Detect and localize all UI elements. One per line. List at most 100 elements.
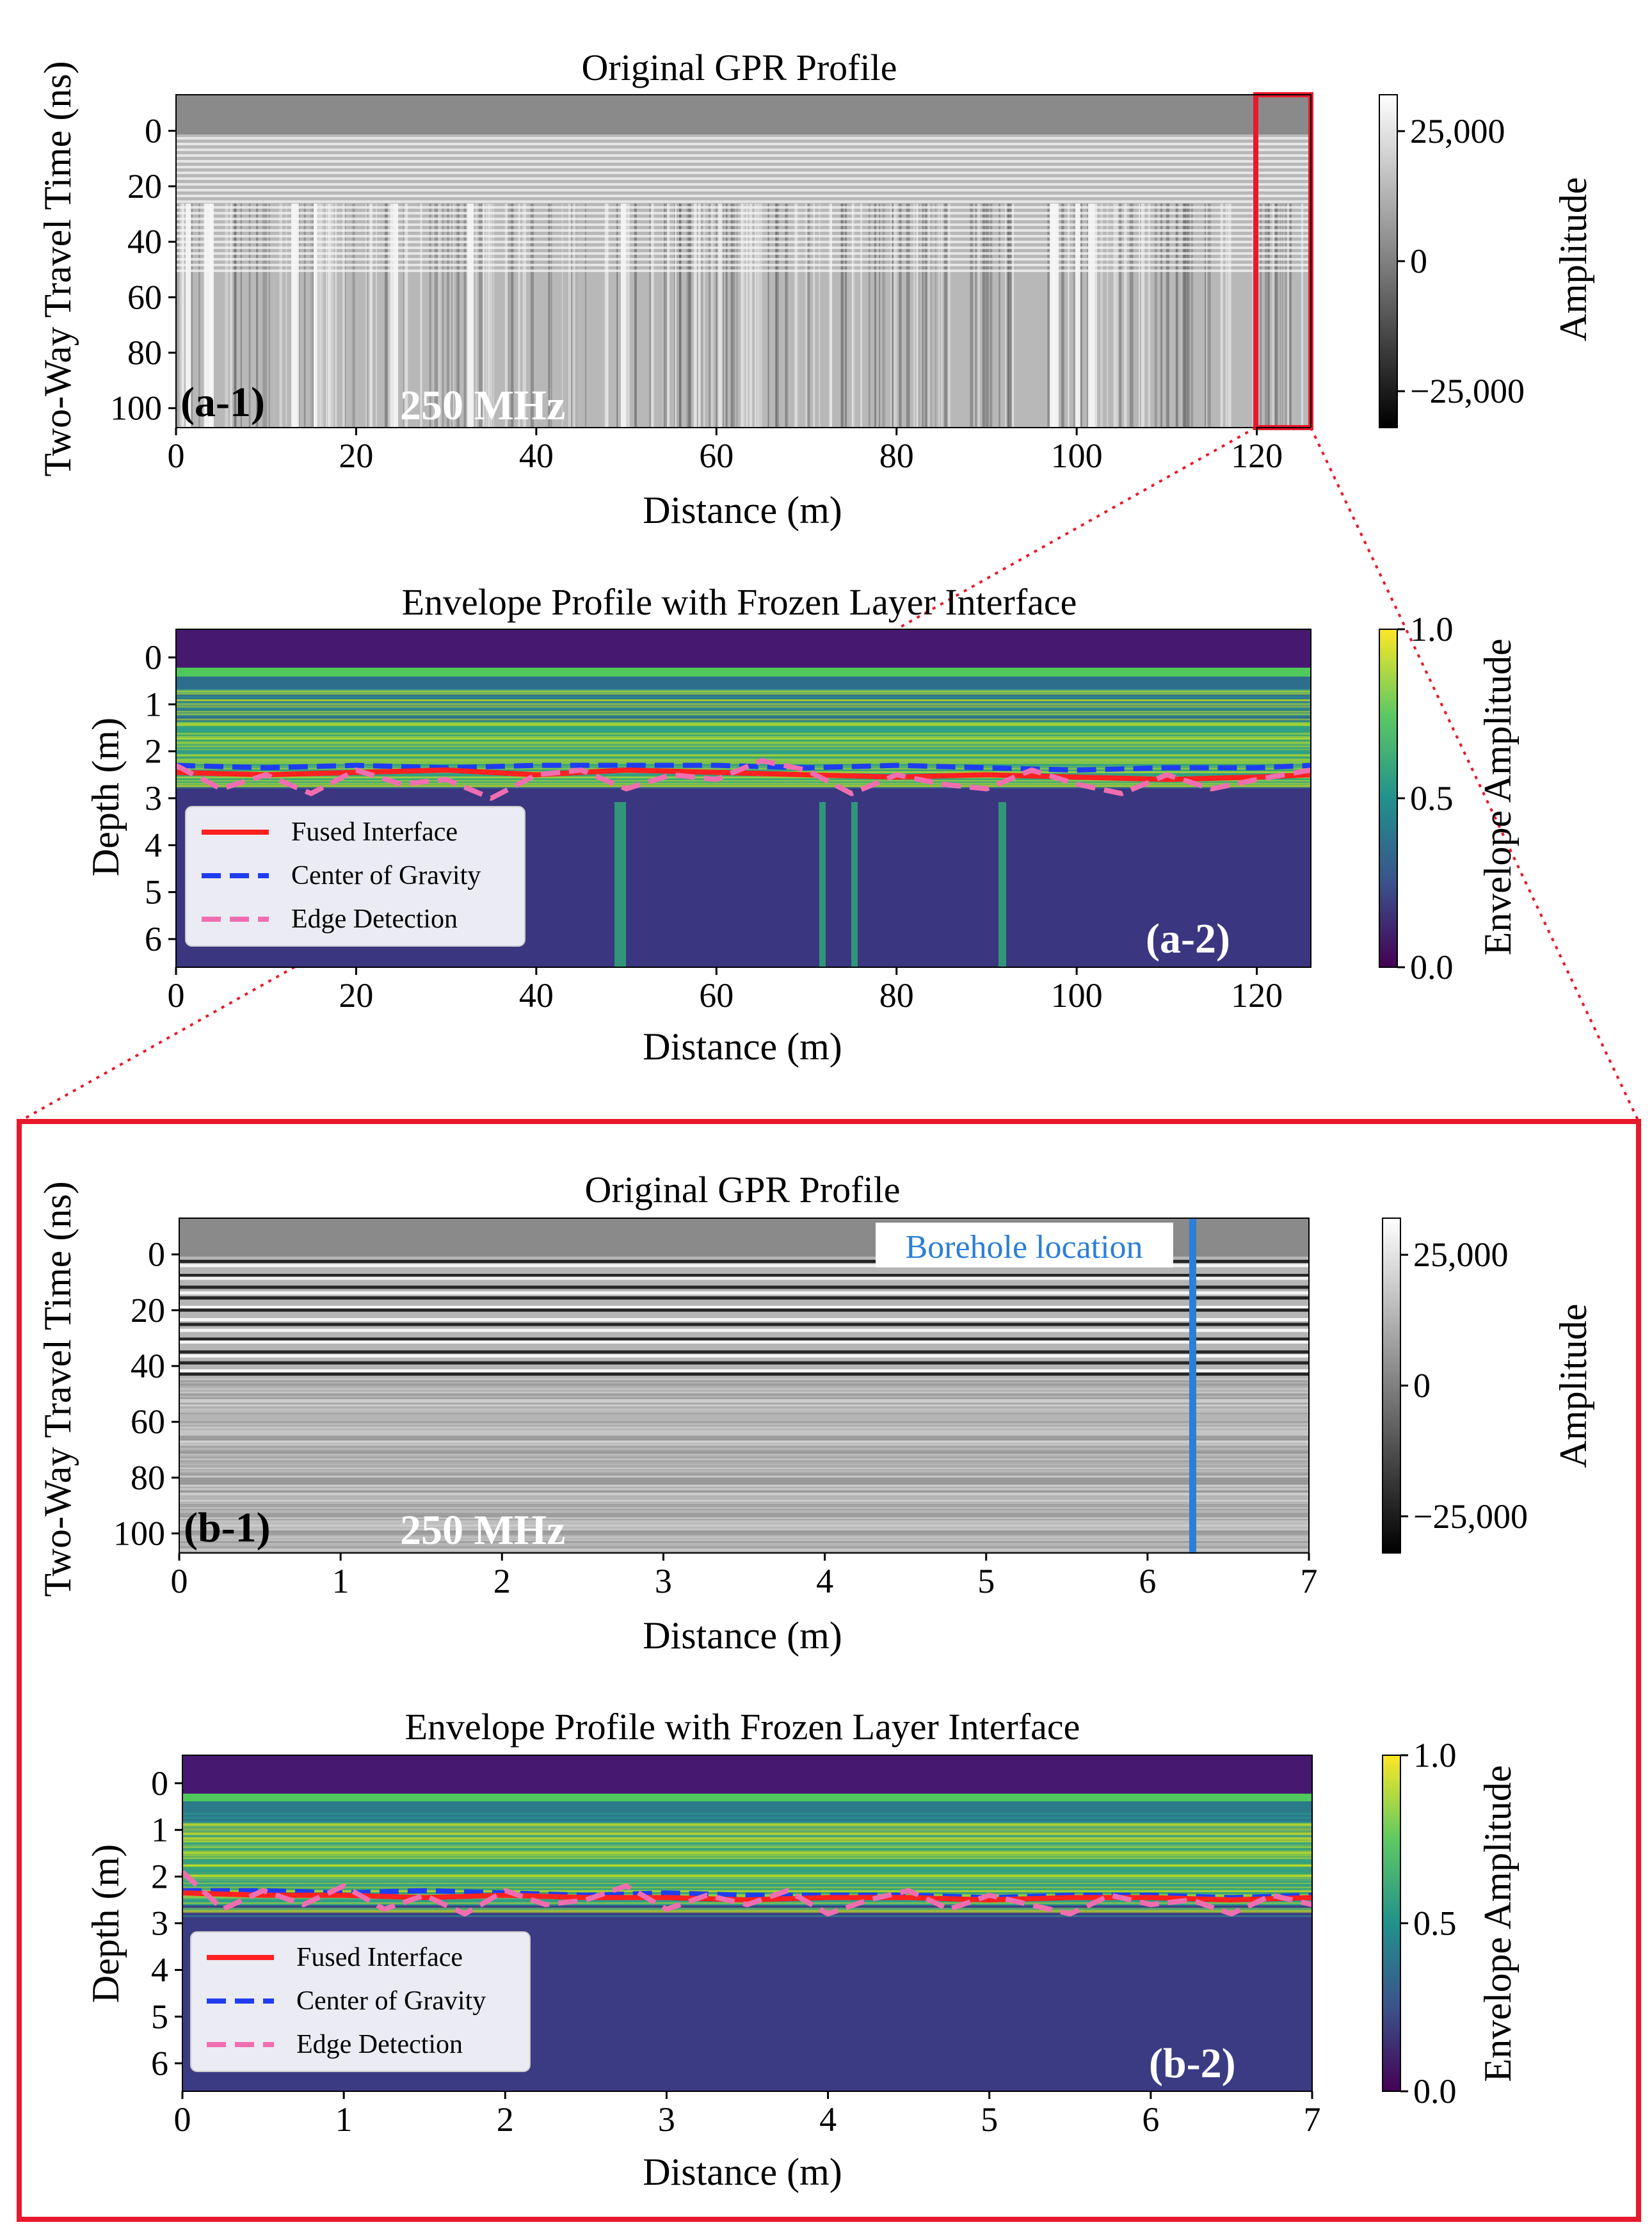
plot-frame — [175, 94, 1311, 428]
y-tick-label: 5 — [145, 873, 162, 912]
x-tick-label: 2 — [493, 1562, 511, 1600]
panel-b1-frequency: 250 MHz — [400, 1507, 565, 1554]
y-tick-label: 5 — [151, 1997, 168, 2036]
x-tick-label: 7 — [1304, 2100, 1321, 2139]
cbar-tick-label: 25,000 — [1410, 112, 1505, 150]
x-tick-label: 6 — [1139, 1562, 1156, 1600]
panel-a2-tag: (a-2) — [1146, 915, 1230, 962]
panel-a1-xlabel: Distance (m) — [643, 489, 842, 531]
x-tick-label: 100 — [1051, 437, 1103, 475]
borehole-label: Borehole location — [905, 1229, 1143, 1266]
y-tick-label: 0 — [151, 1764, 168, 1803]
x-tick-label: 7 — [1301, 1562, 1318, 1600]
y-tick-label: 4 — [151, 1950, 168, 1989]
legend-b2-fused: Fused Interface — [296, 1943, 463, 1972]
panel-a2-title: Envelope Profile with Frozen Layer Inter… — [402, 581, 1077, 623]
panel-a2-legend: Fused Interface Center of Gravity Edge D… — [185, 806, 525, 947]
panel-b2-legend: Fused Interface Center of Gravity Edge D… — [190, 1931, 531, 2072]
panel-b1-xlabel: Distance (m) — [643, 1614, 842, 1657]
panel-b2-xlabel: Distance (m) — [643, 2151, 842, 2193]
panel-b2-title: Envelope Profile with Frozen Layer Inter… — [405, 1706, 1080, 1748]
x-tick-label: 0 — [171, 1562, 188, 1600]
cbar-tick-label: −25,000 — [1410, 372, 1525, 410]
x-tick-label: 3 — [658, 2100, 675, 2139]
panel-a1-colorbar — [1379, 94, 1398, 428]
legend-a2-edge: Edge Detection — [291, 904, 458, 934]
cbar-tick-label: 0.5 — [1413, 1904, 1457, 1943]
x-tick-label: 100 — [1051, 976, 1103, 1015]
legend-b2-cog: Center of Gravity — [296, 1986, 486, 2016]
panel-a2-xlabel: Distance (m) — [643, 1025, 842, 1068]
x-tick-label: 0 — [168, 976, 185, 1015]
cbar-tick-label: 0.0 — [1410, 948, 1454, 986]
panel-a2-cbar-label: Envelope Amplitude — [1477, 639, 1519, 956]
y-tick-label: 0 — [148, 1235, 165, 1274]
y-tick-label: 4 — [145, 826, 162, 864]
y-tick-label: 40 — [131, 1347, 165, 1385]
legend-a2-cog: Center of Gravity — [291, 861, 481, 890]
panel-b1-title: Original GPR Profile — [585, 1169, 901, 1210]
cbar-tick-label: −25,000 — [1413, 1497, 1528, 1536]
y-tick-label: 0 — [145, 638, 162, 677]
x-tick-label: 120 — [1231, 437, 1283, 475]
x-tick-label: 60 — [699, 976, 734, 1015]
zoom-frame — [17, 1119, 1641, 2222]
legend-a2-fused: Fused Interface — [291, 817, 458, 847]
y-tick-label: 3 — [145, 779, 162, 817]
y-tick-label: 6 — [151, 2044, 168, 2082]
panel-a1-frequency: 250 MHz — [400, 382, 565, 429]
panel-b2-ylabel: Depth (m) — [84, 1844, 127, 2003]
y-tick-label: 100 — [113, 1514, 165, 1552]
x-tick-label: 40 — [519, 437, 554, 475]
x-tick-label: 1 — [332, 1562, 349, 1600]
y-tick-label: 60 — [127, 278, 162, 316]
cbar-tick-label: 0.0 — [1413, 2072, 1457, 2110]
panel-a2-colorbar — [1379, 629, 1398, 968]
cbar-tick-label: 25,000 — [1413, 1235, 1509, 1274]
y-tick-label: 80 — [127, 334, 162, 372]
y-tick-label: 6 — [145, 920, 162, 958]
panel-b1-colorbar — [1382, 1218, 1401, 1554]
plot-frame — [179, 1218, 1310, 1554]
y-tick-label: 40 — [127, 223, 162, 261]
x-tick-label: 4 — [816, 1562, 833, 1600]
x-tick-label: 0 — [174, 2100, 191, 2139]
zoom-line-right — [1310, 427, 1640, 1122]
cbar-tick-label: 1.0 — [1413, 1736, 1457, 1774]
panel-b1-tag: (b-1) — [184, 1504, 271, 1551]
series-center-of-gravity — [175, 762, 1311, 773]
panel-a1-cbar-label: Amplitude — [1552, 177, 1594, 342]
panel-b2-cbar-label: Envelope Amplitude — [1477, 1765, 1519, 2082]
x-tick-label: 80 — [879, 976, 914, 1015]
x-tick-label: 2 — [497, 2100, 514, 2139]
y-tick-label: 1 — [151, 1811, 168, 1849]
panel-a1-tag: (a-1) — [180, 379, 265, 426]
y-tick-label: 20 — [127, 167, 162, 205]
x-tick-label: 4 — [819, 2100, 837, 2139]
series-edge-detection — [180, 1870, 1313, 1917]
x-tick-label: 0 — [168, 437, 185, 475]
cbar-tick-label: 0.5 — [1410, 779, 1454, 817]
y-tick-label: 0 — [145, 111, 162, 150]
x-tick-label: 3 — [655, 1562, 672, 1600]
x-tick-label: 5 — [981, 2100, 998, 2139]
panel-a1-image — [176, 95, 1311, 428]
series-fused-interface — [175, 768, 1311, 782]
y-tick-label: 3 — [151, 1904, 168, 1943]
panel-a1-title: Original GPR Profile — [582, 47, 897, 88]
panel-b1-cbar-label: Amplitude — [1552, 1304, 1594, 1468]
y-tick-label: 20 — [131, 1291, 165, 1330]
x-tick-label: 1 — [335, 2100, 353, 2139]
y-tick-label: 2 — [145, 732, 162, 771]
x-tick-label: 120 — [1231, 976, 1283, 1015]
cbar-tick-label: 0 — [1413, 1367, 1431, 1405]
borehole-label-bg — [876, 1223, 1173, 1267]
x-tick-label: 6 — [1142, 2100, 1159, 2139]
x-tick-label: 80 — [879, 437, 914, 475]
panel-a2-ylabel: Depth (m) — [84, 718, 127, 876]
y-tick-label: 80 — [131, 1458, 165, 1497]
x-tick-label: 5 — [977, 1562, 995, 1600]
y-tick-label: 1 — [145, 685, 162, 723]
x-tick-label: 40 — [519, 976, 554, 1015]
